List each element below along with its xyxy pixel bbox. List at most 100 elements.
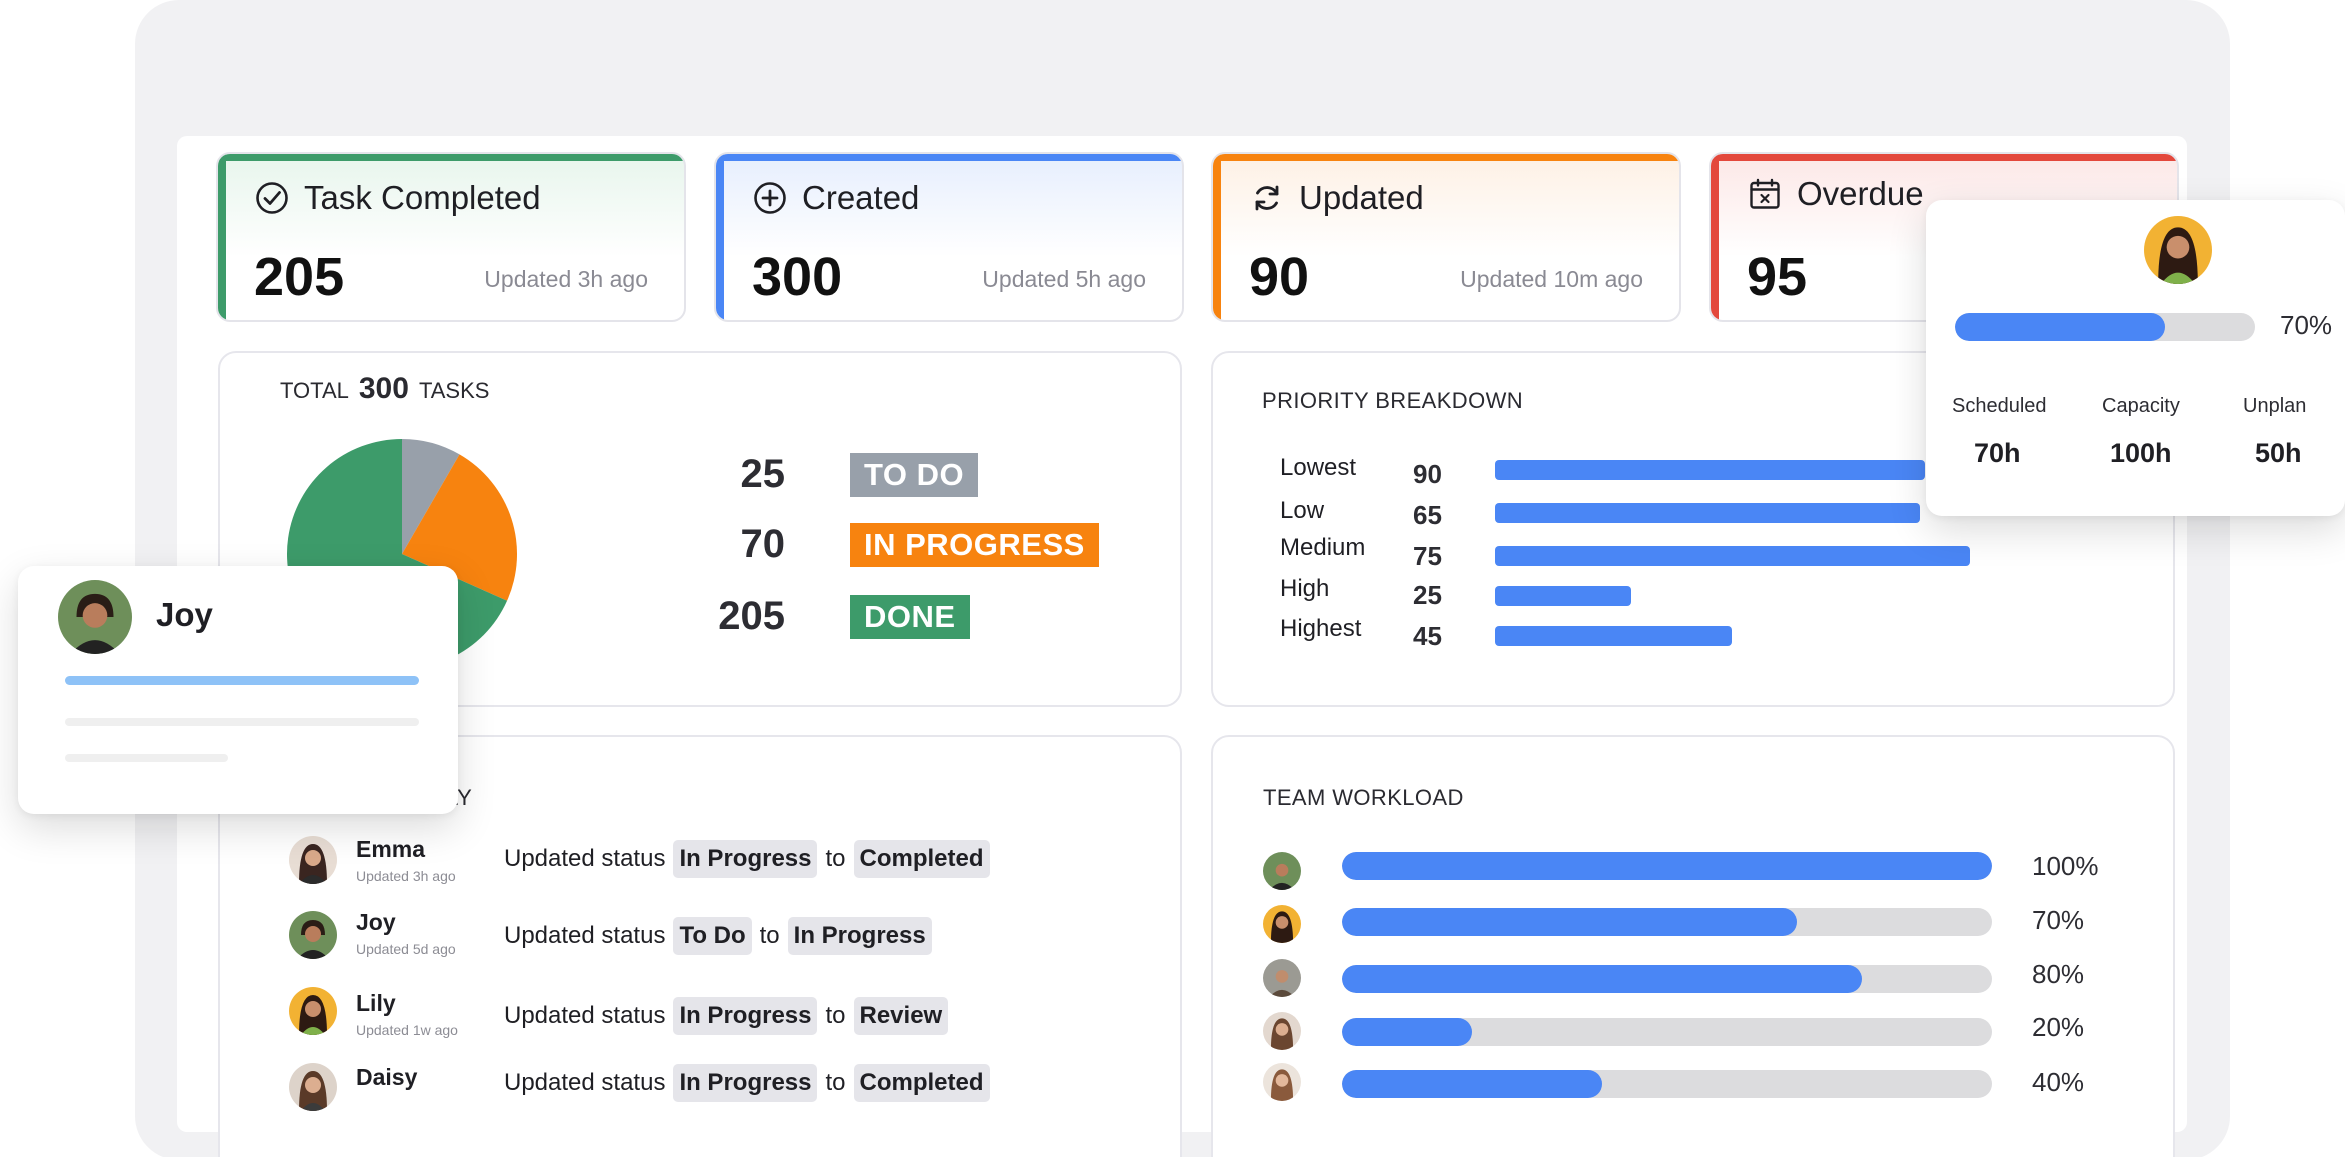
- stat-updated-time: Updated 10m ago: [1460, 266, 1643, 292]
- priority-bar-highest: [1495, 626, 1732, 646]
- activity-to-word: to: [825, 1069, 846, 1096]
- stat-card-task-completed[interactable]: Task Completed 205 Updated 3h ago: [216, 152, 686, 322]
- joy-name: Joy: [156, 596, 213, 633]
- activity-to-word: to: [825, 1002, 846, 1029]
- status-tag-to: In Progress: [787, 917, 932, 955]
- activity-time: Updated 5d ago: [356, 941, 456, 957]
- plus-circle-icon: [754, 182, 786, 214]
- stat-value: 300: [752, 247, 843, 307]
- activity-action: Updated status: [504, 922, 666, 949]
- stat-updated-time: Updated 5h ago: [982, 266, 1146, 292]
- priority-value: 75: [1413, 541, 1442, 571]
- stat-title: Overdue: [1797, 175, 1924, 212]
- workload-avatar: [1263, 852, 1301, 890]
- stat-title: Created: [802, 179, 920, 216]
- skeleton-bar-primary: [65, 676, 419, 685]
- workload-bar: [1342, 1070, 1992, 1098]
- pie-slice-in-progress: [402, 454, 517, 601]
- activity-time: Updated 3h ago: [356, 868, 456, 884]
- priority-value: 25: [1413, 580, 1442, 610]
- activity-time: Updated 1w ago: [356, 1022, 458, 1038]
- activity-user-name: Daisy: [356, 1064, 418, 1090]
- avatar-lily: [289, 987, 337, 1035]
- workload-avatar: [1263, 1012, 1301, 1050]
- capacity-progress-track: [1955, 313, 2255, 341]
- workload-percent: 80%: [2032, 959, 2085, 989]
- priority-bar-high: [1495, 586, 1631, 606]
- status-tag-from: In Progress: [673, 1064, 818, 1102]
- priority-bar-lowest: [1495, 460, 1925, 480]
- stat-card-created[interactable]: Created 300 Updated 5h ago: [714, 152, 1184, 322]
- workload-percent: 70%: [2032, 905, 2085, 935]
- total-prefix: TOTAL: [280, 378, 349, 403]
- activity-description: Updated status In Progress to Completed: [504, 1064, 990, 1102]
- skeleton-bar-tertiary: [65, 754, 228, 762]
- status-count: 70: [740, 522, 786, 566]
- status-pill-done: DONE: [850, 594, 970, 639]
- status-tag-to: Completed: [853, 1064, 990, 1102]
- workload-bar-fill: [1342, 1070, 1602, 1098]
- workload-bar-fill: [1342, 908, 1797, 936]
- team-workload-title: TEAM WORKLOAD: [1263, 785, 1464, 810]
- avatar-capacity-user: [2144, 216, 2212, 284]
- avatar-daisy: [289, 1063, 337, 1111]
- capacity-stat-label: Unplan: [2243, 395, 2307, 417]
- status-tag-from: In Progress: [673, 997, 818, 1035]
- priority-bar-low: [1495, 503, 1920, 523]
- status-count: 25: [740, 452, 786, 496]
- priority-value: 45: [1413, 621, 1442, 651]
- activity-user-name: Emma: [356, 836, 426, 862]
- capacity-progress-fill: [1955, 313, 2165, 341]
- calendar-x-icon: [1750, 178, 1780, 209]
- status-tag-from: To Do: [673, 917, 752, 955]
- workload-percent: 20%: [2032, 1012, 2085, 1042]
- status-row-in-progress: 70 IN PROGRESS: [700, 522, 1099, 567]
- total-count: 300: [358, 372, 409, 405]
- stat-title: Updated: [1299, 179, 1424, 216]
- workload-avatar: [1263, 1063, 1301, 1101]
- total-suffix: TASKS: [418, 378, 490, 403]
- workload-avatar: [1263, 905, 1301, 943]
- workload-percent: 40%: [2032, 1067, 2085, 1097]
- priority-value: 65: [1413, 500, 1442, 530]
- priority-bar-medium: [1495, 546, 1970, 566]
- workload-bar-fill: [1342, 852, 1992, 880]
- activity-to-word: to: [825, 845, 846, 872]
- activity-action: Updated status: [504, 845, 666, 872]
- joy-profile-card[interactable]: Joy: [18, 566, 458, 814]
- capacity-stat-value: 50h: [2255, 438, 2302, 468]
- stat-value: 90: [1249, 247, 1310, 307]
- capacity-stat-label: Capacity: [2102, 395, 2180, 417]
- status-row-done: 205 DONE: [700, 594, 970, 639]
- stat-card-updated[interactable]: Updated 90 Updated 10m ago: [1211, 152, 1681, 322]
- capacity-stat-value: 70h: [1974, 438, 2021, 468]
- stat-updated-time: Updated 3h ago: [484, 266, 648, 292]
- pie-slice-to-do: [402, 439, 460, 554]
- total-tasks-heading: TOTAL 300 TASKS: [280, 372, 489, 406]
- priority-value: 90: [1413, 459, 1442, 489]
- status-tag-to: Review: [853, 997, 949, 1035]
- activity-description: Updated status To Do to In Progress: [504, 917, 932, 955]
- activity-user-name: Lily: [356, 990, 396, 1016]
- check-circle-icon: [256, 182, 288, 214]
- stat-value: 95: [1747, 247, 1808, 307]
- status-count: 205: [718, 594, 785, 638]
- avatar-joy: [289, 911, 337, 959]
- workload-bar-fill: [1342, 965, 1862, 993]
- status-pill-todo: TO DO: [850, 452, 979, 497]
- activity-action: Updated status: [504, 1002, 666, 1029]
- priority-label: Highest: [1280, 615, 1362, 642]
- priority-label: Lowest: [1280, 454, 1357, 481]
- priority-label: High: [1280, 575, 1330, 602]
- priority-label: Medium: [1280, 534, 1366, 561]
- status-tag-from: In Progress: [673, 840, 818, 878]
- status-tag-to: Completed: [853, 840, 990, 878]
- priority-label: Low: [1280, 497, 1325, 524]
- workload-avatar: [1263, 959, 1301, 997]
- activity-to-word: to: [759, 922, 780, 949]
- refresh-icon: [1255, 185, 1279, 211]
- capacity-card[interactable]: [1926, 200, 2345, 516]
- workload-bar: [1342, 1018, 1992, 1046]
- capacity-percent: 70%: [2280, 310, 2333, 340]
- priority-breakdown-title: PRIORITY BREAKDOWN: [1262, 388, 1524, 413]
